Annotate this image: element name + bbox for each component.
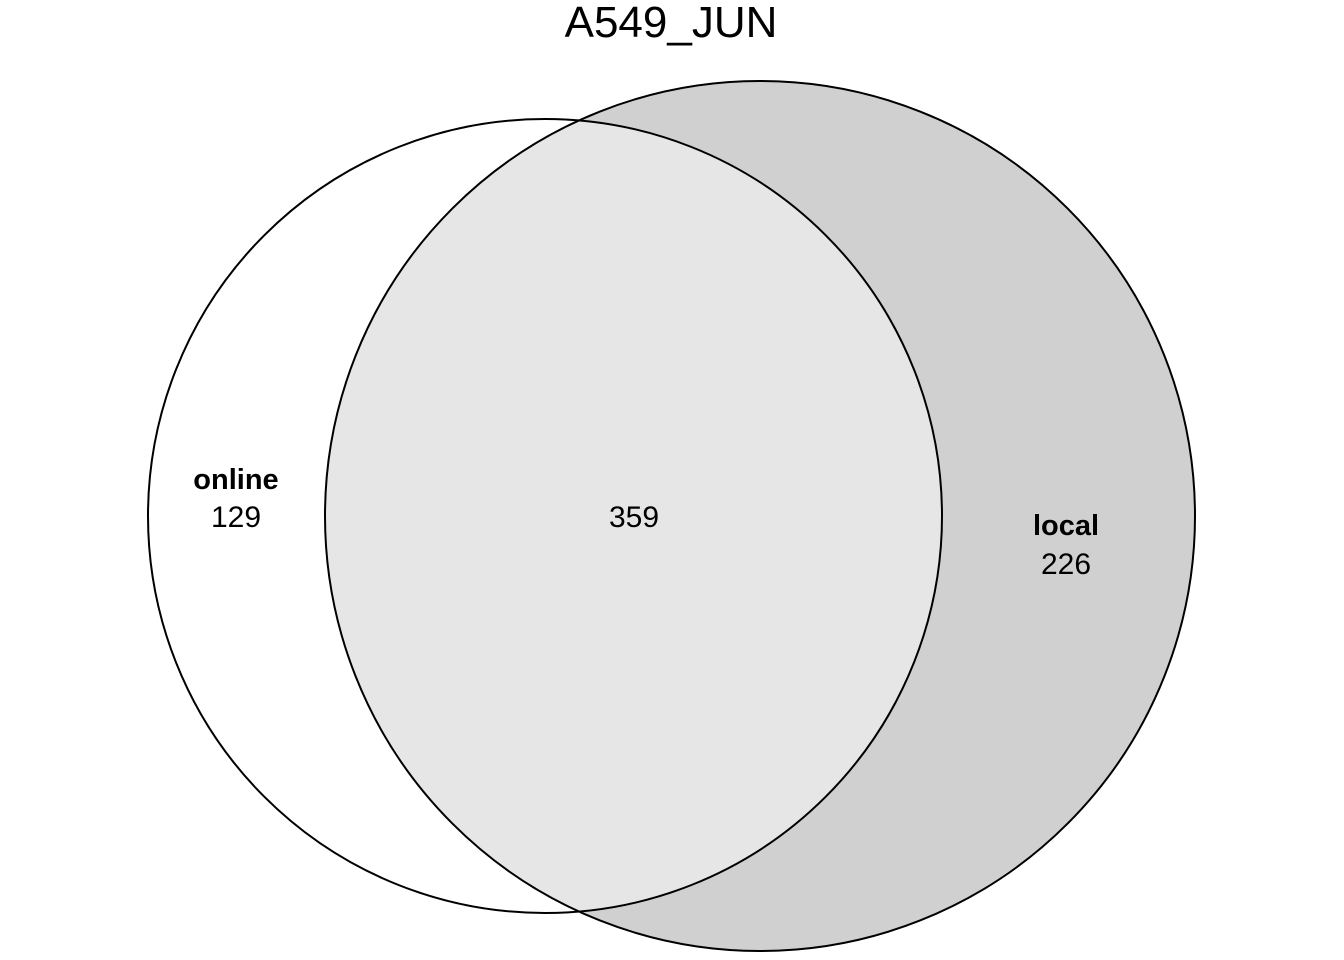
online-set-label: online [193, 464, 278, 496]
intersection-count: 359 [609, 501, 659, 534]
local-set-label: local [1033, 510, 1099, 542]
local-only-count: 226 [1041, 548, 1091, 581]
intersection-region [325, 119, 942, 913]
online-set-outline [147, 118, 943, 914]
diagram-title: A549_JUN [565, 0, 778, 47]
online-only-count: 129 [211, 501, 261, 534]
local-set-outline [324, 80, 1196, 952]
